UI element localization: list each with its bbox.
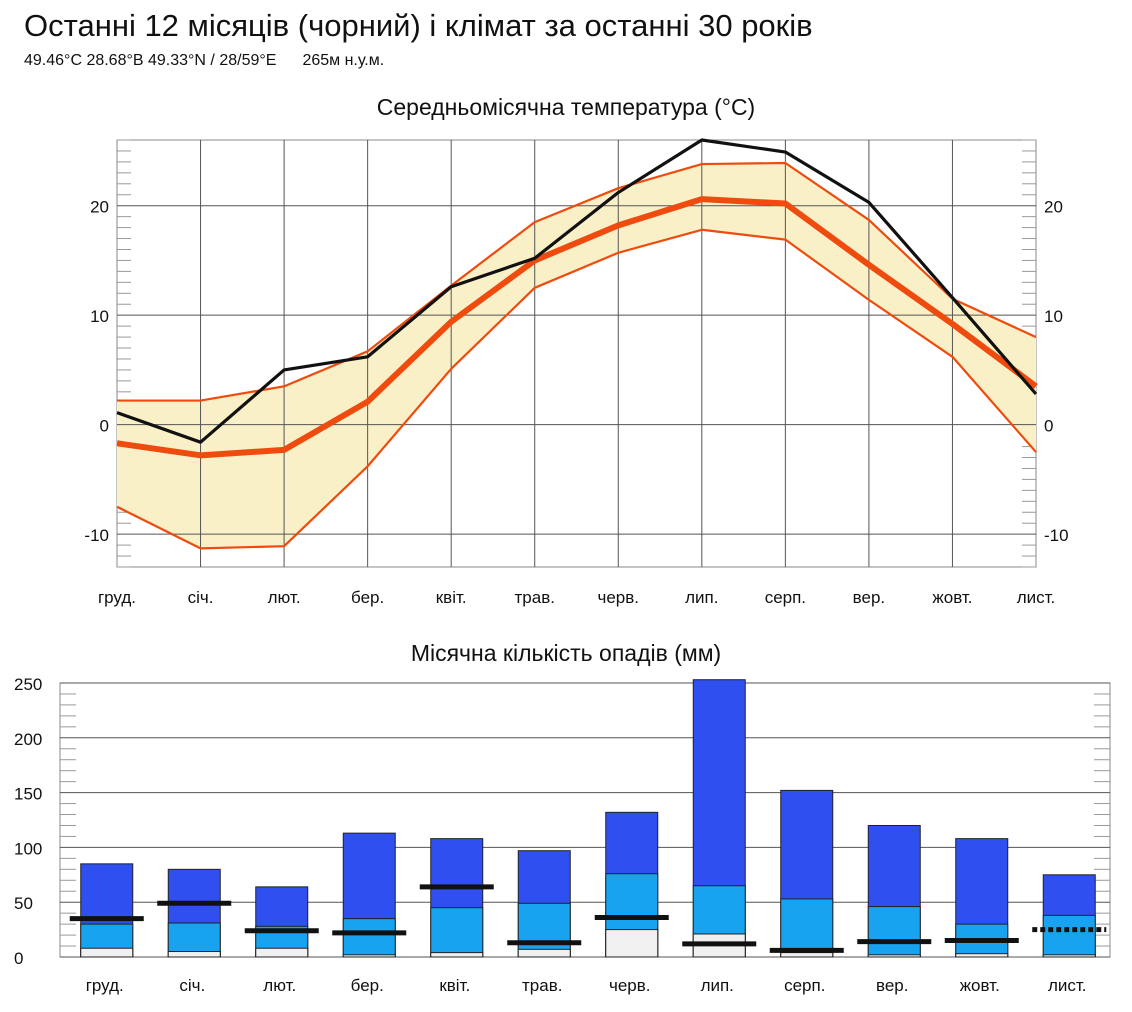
temp-x-tick-label: лип. bbox=[685, 588, 718, 607]
temp-last-12-months-line bbox=[116, 138, 1038, 444]
temperature-chart-title: Середньомісячна температура (°C) bbox=[376, 94, 756, 120]
precip-x-tick-label: бер. bbox=[351, 976, 384, 995]
precip-y-tick-label: 50 bbox=[14, 894, 33, 913]
precip-low-bar bbox=[955, 953, 1009, 958]
temp-x-tick-label: бер. bbox=[351, 588, 384, 607]
temp-upper-line bbox=[117, 161, 1037, 402]
temp-y-tick-label-right: 10 bbox=[1044, 307, 1063, 326]
precip-low-bar bbox=[430, 952, 484, 958]
precip-x-tick-label: лют. bbox=[263, 976, 296, 995]
temp-x-tick-label: черв. bbox=[598, 588, 640, 607]
precip-low-bar bbox=[867, 954, 921, 958]
temp-x-tick-label: груд. bbox=[98, 588, 136, 607]
precip-plot-area bbox=[59, 682, 1111, 958]
temp-x-tick-label: квіт. bbox=[436, 588, 467, 607]
precip-x-tick-label: груд. bbox=[86, 976, 124, 995]
precip-low-bar bbox=[780, 952, 834, 958]
precip-x-tick-label: лип. bbox=[701, 976, 734, 995]
precip-mean-bar bbox=[517, 902, 571, 958]
temp-lower-line bbox=[116, 228, 1037, 550]
precip-mean-bar bbox=[867, 906, 921, 958]
precipitation-chart-title: Місячна кількість опадів (мм) bbox=[410, 640, 722, 666]
precip-x-tick-label: трав. bbox=[522, 976, 562, 995]
precip-mean-bar bbox=[1042, 914, 1096, 958]
precip-x-tick-label: жовт. bbox=[960, 976, 1000, 995]
temp-y-tick-label-right: 0 bbox=[1044, 417, 1053, 436]
temp-x-tick-label: жовт. bbox=[932, 588, 972, 607]
precip-y-tick-label: 100 bbox=[14, 839, 42, 858]
precip-low-bar bbox=[342, 954, 396, 958]
temperature-chart: -10 -10 0 0 10 10 20 20 груд. січ. лют. бер. квіт. тр… bbox=[84, 138, 1069, 607]
precip-mean-bar bbox=[342, 918, 396, 958]
temp-y-tick-label-left: -10 bbox=[84, 526, 109, 545]
temp-x-tick-label: вер. bbox=[853, 588, 885, 607]
temp-x-tick-label: січ. bbox=[188, 588, 214, 607]
precip-y-tick-label: 200 bbox=[14, 730, 42, 749]
elevation: 265м н.у.м. bbox=[302, 52, 385, 69]
temp-mean-line bbox=[116, 196, 1038, 459]
precip-mean-bar bbox=[430, 907, 484, 958]
temp-y-tick-label-right: 20 bbox=[1044, 198, 1063, 217]
temp-y-tick-label-left: 20 bbox=[90, 198, 109, 217]
page-title: Останні 12 місяців (чорний) і клімат за … bbox=[24, 8, 813, 43]
precip-low-bar bbox=[255, 947, 309, 958]
precip-y-tick-label: 250 bbox=[14, 675, 42, 694]
location-subtitle: 49.46°C 28.68°B 49.33°N / 28/59°E 265м н.… bbox=[24, 52, 384, 70]
temp-y-tick-label-right: -10 bbox=[1044, 526, 1069, 545]
precip-low-bar bbox=[1042, 954, 1096, 958]
precip-x-tick-label: лист. bbox=[1048, 976, 1087, 995]
coordinates: 49.46°C 28.68°B 49.33°N / 28/59°E bbox=[24, 52, 277, 69]
precip-x-tick-label: черв. bbox=[609, 976, 651, 995]
precip-x-tick-label: січ. bbox=[179, 976, 205, 995]
temp-y-tick-label-left: 0 bbox=[100, 417, 109, 436]
precip-y-tick-label: 0 bbox=[14, 949, 23, 968]
precip-low-bar bbox=[517, 948, 571, 958]
precip-x-tick-label: вер. bbox=[876, 976, 908, 995]
precip-mean-bar bbox=[780, 898, 834, 958]
temp-x-tick-label: лист. bbox=[1017, 588, 1056, 607]
precip-y-tick-label: 150 bbox=[14, 785, 42, 804]
temp-x-tick-label: серп. bbox=[765, 588, 806, 607]
precip-x-tick-label: квіт. bbox=[439, 976, 470, 995]
precip-x-tick-label: серп. bbox=[784, 976, 825, 995]
precip-low-bar bbox=[167, 951, 221, 958]
temp-x-tick-label: трав. bbox=[515, 588, 555, 607]
temp-range-band bbox=[117, 162, 1036, 549]
precip-low-bar bbox=[605, 929, 659, 958]
precip-low-bar bbox=[80, 947, 134, 958]
temp-y-tick-label-left: 10 bbox=[90, 307, 109, 326]
temp-x-tick-label: лют. bbox=[268, 588, 301, 607]
